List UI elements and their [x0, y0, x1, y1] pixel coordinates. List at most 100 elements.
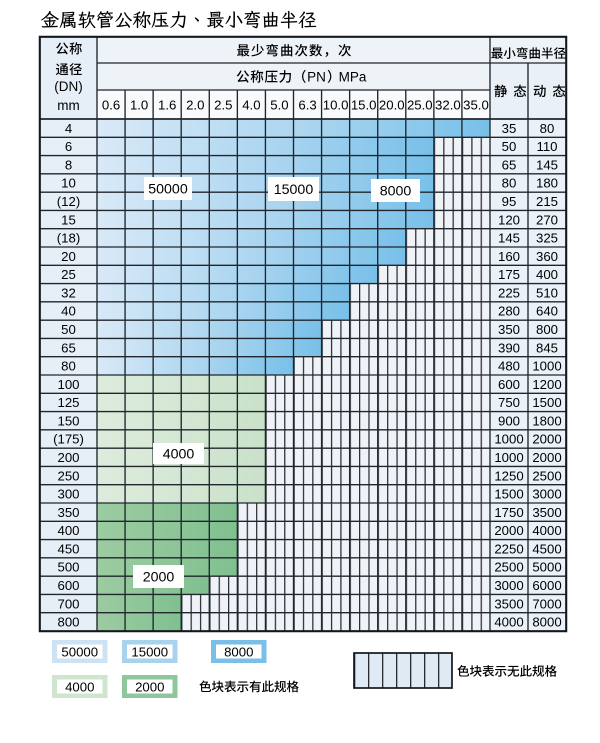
- svg-text:4: 4: [65, 121, 72, 136]
- svg-text:25.0: 25.0: [407, 97, 433, 112]
- svg-text:600: 600: [498, 377, 520, 392]
- svg-text:390: 390: [498, 340, 520, 355]
- svg-text:145: 145: [498, 231, 520, 246]
- svg-text:25: 25: [61, 267, 76, 282]
- svg-text:300: 300: [57, 487, 79, 502]
- svg-text:3500: 3500: [494, 596, 523, 611]
- svg-text:35.0: 35.0: [463, 97, 489, 112]
- svg-text:50: 50: [502, 139, 517, 154]
- svg-text:900: 900: [498, 413, 520, 428]
- svg-text:8000: 8000: [532, 615, 561, 630]
- svg-text:3000: 3000: [494, 578, 523, 593]
- svg-text:3500: 3500: [532, 505, 561, 520]
- svg-text:MPa: MPa: [339, 69, 367, 84]
- svg-text:100: 100: [57, 377, 79, 392]
- svg-text:1800: 1800: [532, 413, 561, 428]
- svg-text:350: 350: [498, 322, 520, 337]
- svg-text:510: 510: [536, 285, 558, 300]
- svg-text:15000: 15000: [274, 182, 314, 198]
- svg-text:20: 20: [61, 249, 76, 264]
- svg-text:8000: 8000: [224, 644, 253, 659]
- svg-text:2000: 2000: [532, 432, 561, 447]
- svg-text:4000: 4000: [65, 679, 94, 694]
- svg-text:50000: 50000: [148, 182, 188, 198]
- svg-text:175: 175: [498, 267, 520, 282]
- svg-text:845: 845: [536, 340, 558, 355]
- svg-text:2000: 2000: [143, 570, 175, 586]
- svg-text:2500: 2500: [532, 468, 561, 483]
- svg-text:PN: PN: [307, 69, 326, 84]
- svg-text:1500: 1500: [494, 487, 523, 502]
- svg-text:1.6: 1.6: [158, 97, 176, 112]
- svg-text:640: 640: [536, 304, 558, 319]
- svg-text:6.3: 6.3: [298, 97, 316, 112]
- svg-text:35: 35: [502, 121, 517, 136]
- svg-text:1250: 1250: [494, 468, 523, 483]
- svg-text:2000: 2000: [532, 450, 561, 465]
- svg-text:95: 95: [502, 194, 517, 209]
- svg-text:2000: 2000: [494, 523, 523, 538]
- svg-text:4000: 4000: [532, 523, 561, 538]
- svg-text:(12): (12): [57, 194, 80, 209]
- svg-text:50000: 50000: [61, 644, 98, 659]
- svg-text:325: 325: [536, 231, 558, 246]
- svg-text:215: 215: [536, 194, 558, 209]
- svg-text:mm: mm: [57, 98, 80, 113]
- svg-text:1750: 1750: [494, 505, 523, 520]
- svg-text:180: 180: [536, 176, 558, 191]
- svg-text:15000: 15000: [131, 644, 168, 659]
- svg-text:15: 15: [61, 212, 76, 227]
- svg-text:2.5: 2.5: [214, 97, 232, 112]
- svg-text:2.0: 2.0: [186, 97, 204, 112]
- svg-text:(175): (175): [53, 432, 84, 447]
- svg-text:400: 400: [57, 523, 79, 538]
- svg-text:4000: 4000: [494, 615, 523, 630]
- svg-text:160: 160: [498, 249, 520, 264]
- svg-text:280: 280: [498, 304, 520, 319]
- svg-text:50: 50: [61, 322, 76, 337]
- svg-text:225: 225: [498, 285, 520, 300]
- svg-text:1000: 1000: [532, 359, 561, 374]
- svg-text:6000: 6000: [532, 578, 561, 593]
- svg-text:600: 600: [57, 578, 79, 593]
- svg-text:8000: 8000: [380, 184, 412, 200]
- svg-text:1500: 1500: [532, 395, 561, 410]
- svg-text:3000: 3000: [532, 487, 561, 502]
- svg-text:(18): (18): [57, 231, 80, 246]
- svg-text:4500: 4500: [532, 541, 561, 556]
- svg-text:500: 500: [57, 560, 79, 575]
- svg-text:8: 8: [65, 157, 72, 172]
- svg-text:5000: 5000: [532, 560, 561, 575]
- svg-text:480: 480: [498, 359, 520, 374]
- svg-text:32.0: 32.0: [435, 97, 461, 112]
- svg-text:(DN): (DN): [54, 79, 83, 94]
- svg-text:450: 450: [57, 541, 79, 556]
- svg-text:65: 65: [502, 157, 517, 172]
- svg-text:80: 80: [61, 359, 76, 374]
- svg-text:0.6: 0.6: [102, 97, 120, 112]
- svg-text:1200: 1200: [532, 377, 561, 392]
- svg-text:4.0: 4.0: [242, 97, 260, 112]
- svg-text:800: 800: [57, 615, 79, 630]
- svg-text:65: 65: [61, 340, 76, 355]
- svg-text:4000: 4000: [163, 447, 195, 463]
- svg-text:750: 750: [498, 395, 520, 410]
- svg-text:250: 250: [57, 468, 79, 483]
- svg-text:120: 120: [498, 212, 520, 227]
- svg-text:40: 40: [61, 304, 76, 319]
- svg-text:800: 800: [536, 322, 558, 337]
- svg-text:2500: 2500: [494, 560, 523, 575]
- svg-text:200: 200: [57, 450, 79, 465]
- svg-text:1000: 1000: [494, 450, 523, 465]
- svg-text:125: 125: [57, 395, 79, 410]
- svg-text:32: 32: [61, 285, 76, 300]
- svg-text:15.0: 15.0: [351, 97, 377, 112]
- svg-text:2000: 2000: [135, 679, 164, 694]
- svg-text:80: 80: [540, 121, 555, 136]
- svg-text:10.0: 10.0: [323, 97, 349, 112]
- svg-text:5.0: 5.0: [270, 97, 288, 112]
- svg-text:145: 145: [536, 157, 558, 172]
- svg-text:80: 80: [502, 176, 517, 191]
- svg-text:1.0: 1.0: [130, 97, 148, 112]
- svg-text:360: 360: [536, 249, 558, 264]
